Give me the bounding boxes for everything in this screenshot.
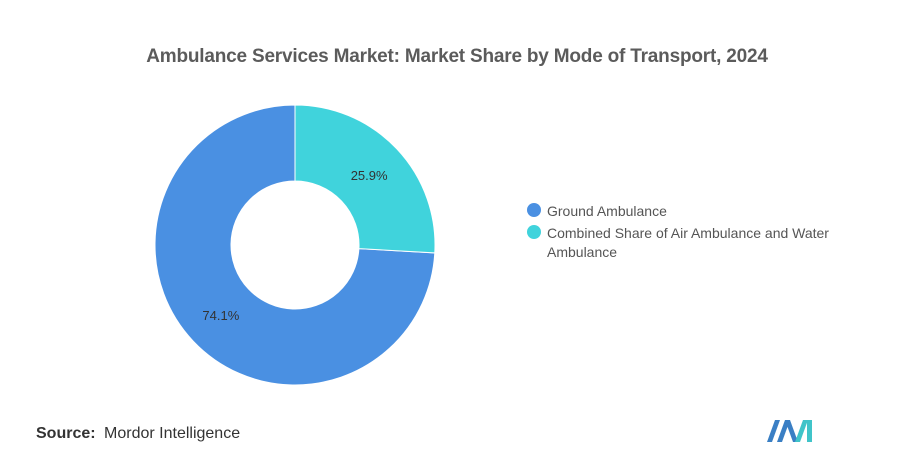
mordor-intelligence-logo-icon: [767, 420, 812, 442]
source-label: Source:: [36, 425, 96, 442]
chart-title: Ambulance Services Market: Market Share …: [146, 46, 768, 67]
legend-swatch: [527, 225, 541, 239]
data-label: 25.9%: [351, 168, 388, 183]
legend-item-air-water-ambulance[interactable]: Combined Share of Air Ambulance and Wate…: [527, 224, 867, 262]
legend-label: Ground Ambulance: [547, 203, 667, 219]
slice-air-water-ambulance[interactable]: [294, 104, 436, 254]
legend-item-ground-ambulance[interactable]: Ground Ambulance: [527, 202, 867, 221]
slice-ground-ambulance[interactable]: [154, 104, 436, 386]
chart-legend: Ground Ambulance Combined Share of Air A…: [527, 202, 867, 265]
legend-swatch: [527, 203, 541, 217]
data-label: 74.1%: [202, 308, 239, 323]
source-value: Mordor Intelligence: [104, 425, 241, 442]
source-note: Source: Mordor Intelligence: [36, 425, 240, 443]
donut-chart: 74.1% 25.9%: [154, 104, 436, 386]
legend-label: Combined Share of Air Ambulance and Wate…: [547, 225, 829, 260]
